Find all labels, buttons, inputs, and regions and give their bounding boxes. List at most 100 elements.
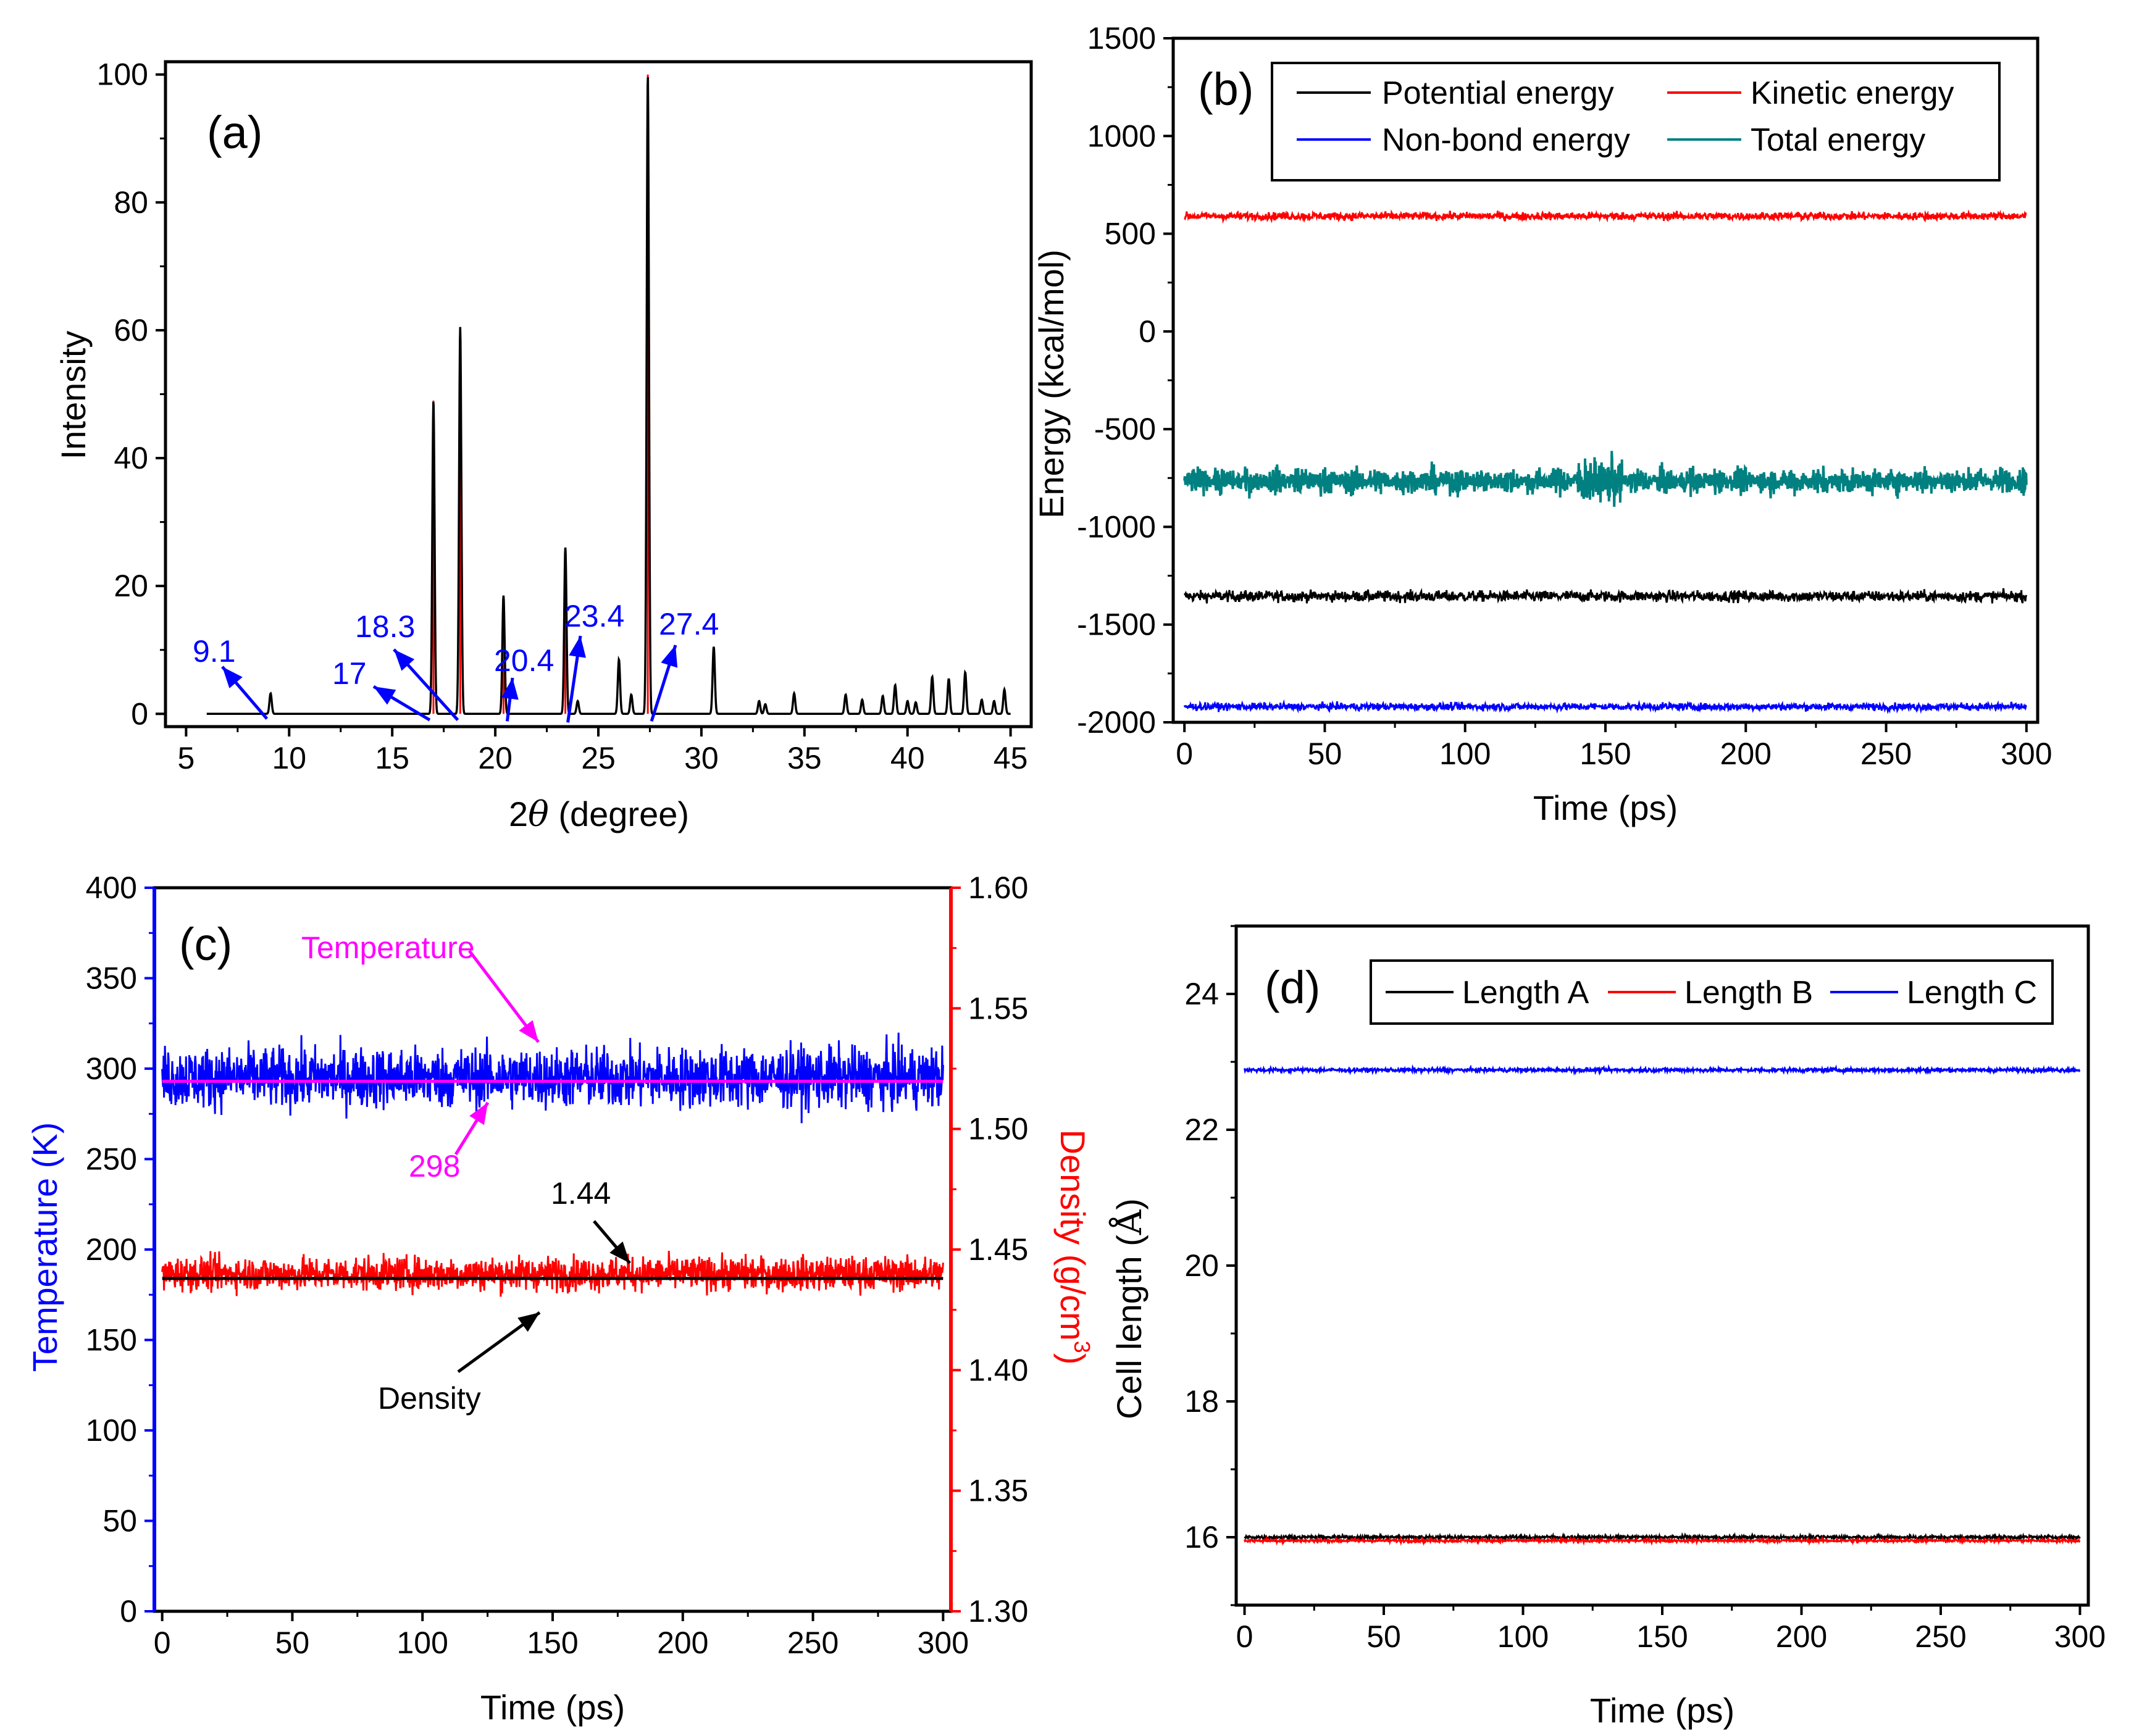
panel-d-xtick-label-50: 50 — [1366, 1619, 1401, 1654]
legend-label-length-c: Length C — [1907, 975, 2037, 1011]
panel-d-ytick-label-20: 20 — [1184, 1248, 1219, 1283]
panel-d-legend: Length A Length B Length C — [1370, 959, 2054, 1025]
panel-d-plot-frame — [1234, 924, 2090, 1607]
panel-b-xtick-label-150: 150 — [1580, 737, 1631, 771]
panel-c-right-ytick-label-1-40: 1.40 — [968, 1353, 1028, 1387]
annotation-label-18-3: 18.3 — [355, 609, 415, 644]
panel-c-right-ytick-label-1-55: 1.55 — [968, 991, 1028, 1025]
panel-c-xlabel: Time (ps) — [480, 1688, 625, 1727]
panel-b-ytick-label-1500: -1500 — [1077, 607, 1156, 642]
panel-a-ytick-label-80: 80 — [114, 185, 148, 220]
legend-label-non-bond-energy: Non-bond energy — [1382, 122, 1630, 158]
panel-b-ytick-label-0: 0 — [1139, 314, 1156, 349]
panel-c-left-ytick-label-300: 300 — [86, 1051, 137, 1086]
panel-a-xtick-label-45: 45 — [994, 741, 1028, 775]
panel-d-xtick-label-100: 100 — [1497, 1619, 1549, 1654]
annotation-label-9-1: 9.1 — [193, 634, 236, 669]
annotation-arrow-1-44-head — [609, 1241, 630, 1263]
panel-c-right-ytick-label-1-60: 1.60 — [968, 870, 1028, 905]
panel-b-xtick-label-200: 200 — [1720, 737, 1772, 771]
panel-a-xtick-label-5: 5 — [177, 741, 195, 775]
annotation-arrow-temperature-head — [519, 1020, 538, 1042]
series-line-potential-energy — [1183, 588, 2028, 604]
panel-d-ylabel: Cell length (Å) — [1108, 1198, 1150, 1419]
legend-label-potential-energy: Potential energy — [1382, 75, 1614, 111]
panel-a-chart: 9.1 17 18.3 20.4 23.4 27.4 5 10 15 20 25 30 35 40 45 0… — [54, 57, 1033, 835]
panel-c-xtick-label-100: 100 — [396, 1625, 448, 1660]
panel-c-plot-frame — [153, 886, 953, 1613]
panel-b-label: (b) — [1198, 64, 1253, 115]
panel-d-xtick-label-200: 200 — [1776, 1619, 1827, 1654]
annotation-arrow-9-1-head — [222, 667, 243, 688]
panel-c-xtick-label-200: 200 — [657, 1625, 708, 1660]
series-line-total-energy — [1183, 451, 2028, 507]
panel-d-label: (d) — [1265, 962, 1320, 1013]
panel-c-left-ytick-label-150: 150 — [86, 1323, 137, 1358]
panel-c-xtick-label-0: 0 — [154, 1625, 171, 1660]
series-line-length-b — [1244, 1535, 2081, 1546]
annotation-label-20-4: 20.4 — [494, 643, 554, 678]
panel-c-ylabel-left: Temperature (K) — [25, 1122, 64, 1372]
panel-a-ytick-label-60: 60 — [114, 313, 148, 348]
panel-c-xtick-label-150: 150 — [527, 1625, 578, 1660]
panel-c-ylabel-right: Density (g/cm3) — [1053, 1130, 1095, 1365]
panel-a-xtick-label-15: 15 — [375, 741, 409, 775]
panel-b-legend: Potential energy Kinetic energy Non-bond… — [1271, 62, 2001, 182]
panel-b-ytick-label-500: 500 — [1105, 217, 1156, 251]
series-line-kinetic-energy — [1184, 209, 2027, 224]
annotation-arrow-27-4-head — [661, 645, 678, 668]
series-line-temperature — [161, 1032, 944, 1124]
annotation-1-44: 1.44 — [551, 1176, 611, 1211]
panel-d-chart: 0 50 100 150 200 250 300 16 18 20 22 24 (d) Length … — [1108, 924, 2106, 1730]
annotation-arrow-density-head — [517, 1312, 540, 1332]
panel-c-left-ytick-label-400: 400 — [86, 870, 137, 905]
panel-c-left-ytick-label-200: 200 — [86, 1232, 137, 1267]
panel-a-label: (a) — [207, 107, 262, 158]
annotation-arrow-18-3-head — [394, 649, 415, 671]
panel-b-ytick-label-2000: -2000 — [1077, 705, 1156, 740]
annotation-arrow-298-head — [469, 1103, 488, 1125]
legend-label-total-energy: Total energy — [1751, 122, 1925, 158]
annotation-arrow-20-4-head — [501, 678, 519, 700]
annotation-label-17: 17 — [332, 656, 367, 691]
panel-b-xlabel: Time (ps) — [1533, 788, 1678, 827]
annotation-arrow-17-head — [374, 686, 396, 705]
panel-d-xtick-label-0: 0 — [1236, 1619, 1253, 1654]
legend-label-length-b: Length B — [1684, 975, 1813, 1011]
panel-b-xtick-label-250: 250 — [1860, 737, 1912, 771]
panel-a-xtick-label-10: 10 — [272, 741, 306, 775]
panel-b-ylabel: Energy (kcal/mol) — [1032, 249, 1071, 519]
series-line-length-c — [1244, 1064, 2081, 1076]
panel-c-left-ytick-label-350: 350 — [86, 961, 137, 996]
panel-a-ytick-label-40: 40 — [114, 441, 148, 475]
panel-d-ytick-label-22: 22 — [1184, 1112, 1219, 1147]
panel-b-xtick-label-50: 50 — [1308, 737, 1342, 771]
annotation-label-27-4: 27.4 — [659, 607, 719, 641]
panel-a-xlabel: 2θ (degree) — [509, 795, 689, 835]
panel-a-ylabel: Intensity — [54, 331, 93, 460]
panel-b-ytick-label-1000: 1000 — [1087, 119, 1156, 153]
panel-b-xtick-label-100: 100 — [1439, 737, 1491, 771]
panel-d-ytick-label-16: 16 — [1184, 1520, 1219, 1554]
panel-d-xtick-label-300: 300 — [2054, 1619, 2106, 1654]
panel-b-ytick-label-1000: -1000 — [1077, 509, 1156, 544]
panel-a-xtick-label-20: 20 — [478, 741, 513, 775]
panel-c-left-ytick-label-100: 100 — [86, 1413, 137, 1448]
panel-c-xtick-label-250: 250 — [787, 1625, 839, 1660]
panel-c-right-ytick-label-1-50: 1.50 — [968, 1112, 1028, 1146]
panel-d-ytick-label-24: 24 — [1184, 977, 1219, 1011]
panel-c-right-ytick-label-1-35: 1.35 — [968, 1474, 1028, 1508]
series-line-density — [161, 1251, 944, 1297]
panel-a-ytick-label-0: 0 — [131, 696, 148, 731]
panel-b-xtick-label-0: 0 — [1176, 737, 1193, 771]
annotation-298: 298 — [409, 1149, 460, 1183]
panel-a-xtick-label-25: 25 — [581, 741, 616, 775]
panel-c-right-ytick-label-1-45: 1.45 — [968, 1232, 1028, 1267]
panel-c-left-ytick-label-50: 50 — [103, 1504, 137, 1538]
panel-c-left-ytick-label-0: 0 — [120, 1594, 137, 1629]
legend-label-length-a: Length A — [1462, 975, 1589, 1011]
panel-c-xtick-label-50: 50 — [275, 1625, 310, 1660]
panel-b-legend-box — [1271, 62, 2001, 182]
panel-d-xlabel: Time (ps) — [1590, 1691, 1734, 1730]
